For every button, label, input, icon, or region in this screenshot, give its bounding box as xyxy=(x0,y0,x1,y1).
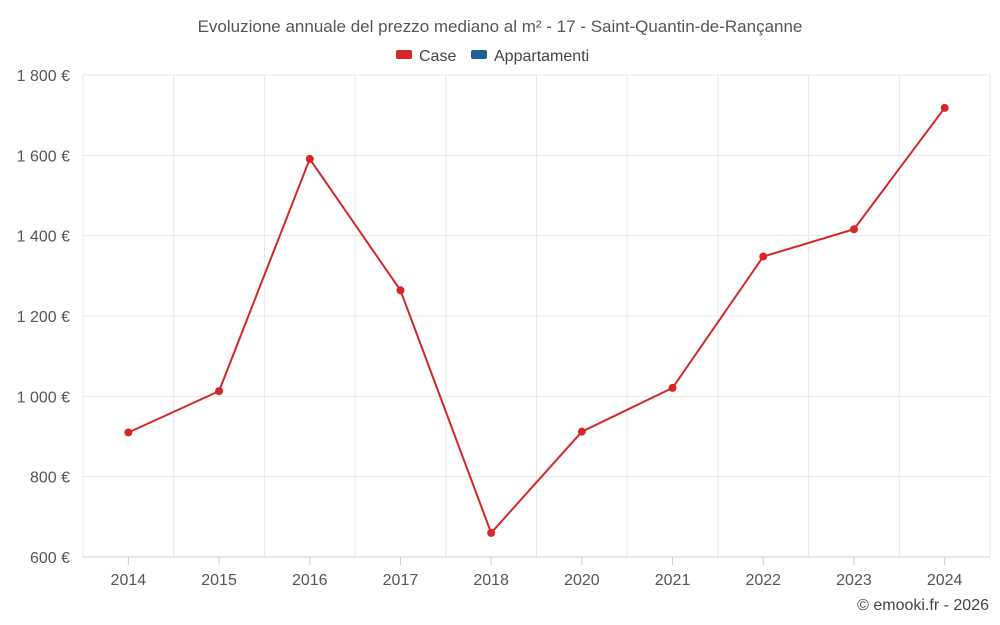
credit-text: © emooki.fr - 2026 xyxy=(857,597,989,614)
data-point[interactable] xyxy=(124,428,133,437)
x-tick-label: 2024 xyxy=(927,572,963,589)
x-tick-label: 2023 xyxy=(836,572,872,589)
x-tick-label: 2014 xyxy=(111,572,147,589)
y-tick-label: 1 600 € xyxy=(17,148,70,165)
data-point[interactable] xyxy=(849,225,858,234)
legend-label-case: Case xyxy=(419,48,456,65)
data-point[interactable] xyxy=(305,154,314,163)
data-point[interactable] xyxy=(759,252,768,261)
x-tick-label: 2021 xyxy=(655,572,691,589)
chart-title: Evoluzione annuale del prezzo mediano al… xyxy=(198,17,803,36)
legend: Case Appartamenti xyxy=(396,48,589,65)
x-tick-label: 2020 xyxy=(564,572,600,589)
data-point[interactable] xyxy=(487,528,496,537)
series-line-case xyxy=(127,107,946,534)
legend-swatch-appartamenti xyxy=(471,50,487,59)
legend-swatch-case xyxy=(396,50,412,59)
y-tick-label: 600 € xyxy=(30,550,70,567)
data-point[interactable] xyxy=(215,387,224,396)
y-tick-label: 1 800 € xyxy=(17,68,70,85)
x-tick-label: 2017 xyxy=(383,572,419,589)
legend-label-appartamenti: Appartamenti xyxy=(494,48,589,65)
legend-item-case[interactable]: Case xyxy=(396,48,456,65)
y-tick-label: 800 € xyxy=(30,470,70,487)
x-tick-label: 2022 xyxy=(745,572,781,589)
y-tick-label: 1 400 € xyxy=(17,229,70,246)
legend-item-appartamenti[interactable]: Appartamenti xyxy=(471,48,589,65)
x-tick-label: 2015 xyxy=(201,572,237,589)
x-tick-label: 2018 xyxy=(473,572,509,589)
data-point[interactable] xyxy=(668,383,677,392)
data-point[interactable] xyxy=(396,286,405,295)
x-tick-label: 2016 xyxy=(292,572,328,589)
data-point[interactable] xyxy=(940,103,949,112)
data-point[interactable] xyxy=(577,427,586,436)
y-tick-label: 1 000 € xyxy=(17,389,70,406)
y-tick-label: 1 200 € xyxy=(17,309,70,326)
